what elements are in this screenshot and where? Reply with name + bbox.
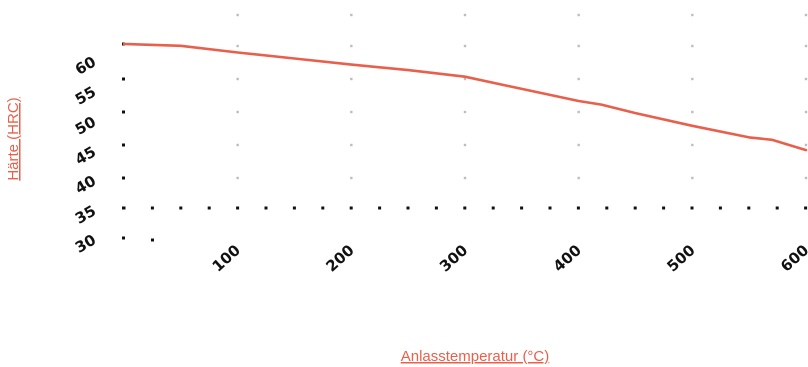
origin-marker [151, 239, 154, 242]
series-layer [124, 44, 806, 150]
baseline-dot [265, 207, 268, 210]
grid-dot [236, 177, 238, 179]
series-line-0 [124, 44, 806, 150]
grid-dot [464, 14, 466, 16]
tick-labels: 30 35 40 45 50 55 60 100 200 300 400 500 600 [72, 53, 808, 276]
y-tick-label: 45 [72, 143, 99, 169]
grid-dot [350, 144, 352, 146]
baseline-dot [776, 207, 779, 210]
baseline-dot [407, 207, 410, 210]
grid-dot [805, 14, 807, 16]
grid-dot [236, 45, 238, 47]
baseline-dot [123, 207, 126, 210]
grid-dot [805, 78, 807, 80]
grid-dot [464, 45, 466, 47]
baseline-dot [634, 207, 637, 210]
grid-dot [577, 78, 579, 80]
grid-dot [691, 111, 693, 113]
x-tick-label: 400 [550, 241, 585, 275]
grid-dot [350, 111, 352, 113]
grid-dot [236, 144, 238, 146]
grid-dot [805, 177, 807, 179]
baseline-dot [662, 207, 665, 210]
grid-dot [805, 111, 807, 113]
x-tick-label: 200 [322, 241, 357, 275]
baseline-dot [549, 207, 552, 210]
grid-dot [577, 14, 579, 16]
y-tick-label: 50 [72, 113, 99, 139]
grid-dot [464, 111, 466, 113]
baseline-dot [378, 207, 381, 210]
y-tick-label: 30 [72, 231, 99, 257]
x-tick-label: 600 [777, 241, 808, 275]
grid-dot [577, 45, 579, 47]
baseline-dot [747, 207, 750, 210]
grid-dot [691, 45, 693, 47]
baseline-dot [605, 207, 608, 210]
grid-dot [350, 45, 352, 47]
grid-dot [691, 144, 693, 146]
y-tick-label: 60 [72, 53, 99, 79]
baseline-dot [492, 207, 495, 210]
grid-dot [464, 144, 466, 146]
y-axis-marker [122, 237, 125, 240]
grid-dot [350, 177, 352, 179]
x-tick-label: 500 [663, 241, 698, 275]
grid-dot [236, 14, 238, 16]
grid-dot [577, 177, 579, 179]
y-axis-marker [122, 78, 125, 81]
grid-dot [691, 78, 693, 80]
y-tick-label: 55 [72, 83, 99, 109]
grid-dot [464, 177, 466, 179]
axis-markers [122, 43, 807, 242]
baseline-dot [179, 207, 182, 210]
x-tick-label: 300 [436, 241, 471, 275]
baseline-dot [691, 207, 694, 210]
grid-dot [691, 14, 693, 16]
baseline-dot [719, 207, 722, 210]
baseline-dot [577, 207, 580, 210]
grid-dot [236, 78, 238, 80]
grid-dot [236, 111, 238, 113]
grid-dot [691, 177, 693, 179]
grid [236, 14, 807, 179]
y-tick-label: 40 [72, 172, 99, 198]
grid-dot [805, 144, 807, 146]
x-tick-label: 100 [209, 241, 244, 275]
baseline-dot [463, 207, 466, 210]
baseline-dot [236, 207, 239, 210]
grid-dot [350, 14, 352, 16]
y-axis-marker [122, 144, 125, 147]
baseline-dot [151, 207, 154, 210]
baseline-dot [435, 207, 438, 210]
baseline-dot [804, 207, 807, 210]
baseline-dot [208, 207, 211, 210]
grid-dot [577, 144, 579, 146]
baseline-dot [350, 207, 353, 210]
x-axis-title: Anlasstemperatur (°C) [401, 348, 550, 365]
y-tick-label: 35 [72, 202, 99, 228]
baseline-dot [520, 207, 523, 210]
baseline-dot [293, 207, 296, 210]
grid-dot [805, 45, 807, 47]
baseline-dot [321, 207, 324, 210]
y-axis-title: Härte (HRC) [5, 97, 22, 180]
y-axis-marker [122, 111, 125, 114]
grid-dot [577, 111, 579, 113]
y-axis-marker [122, 177, 125, 180]
grid-dot [350, 78, 352, 80]
